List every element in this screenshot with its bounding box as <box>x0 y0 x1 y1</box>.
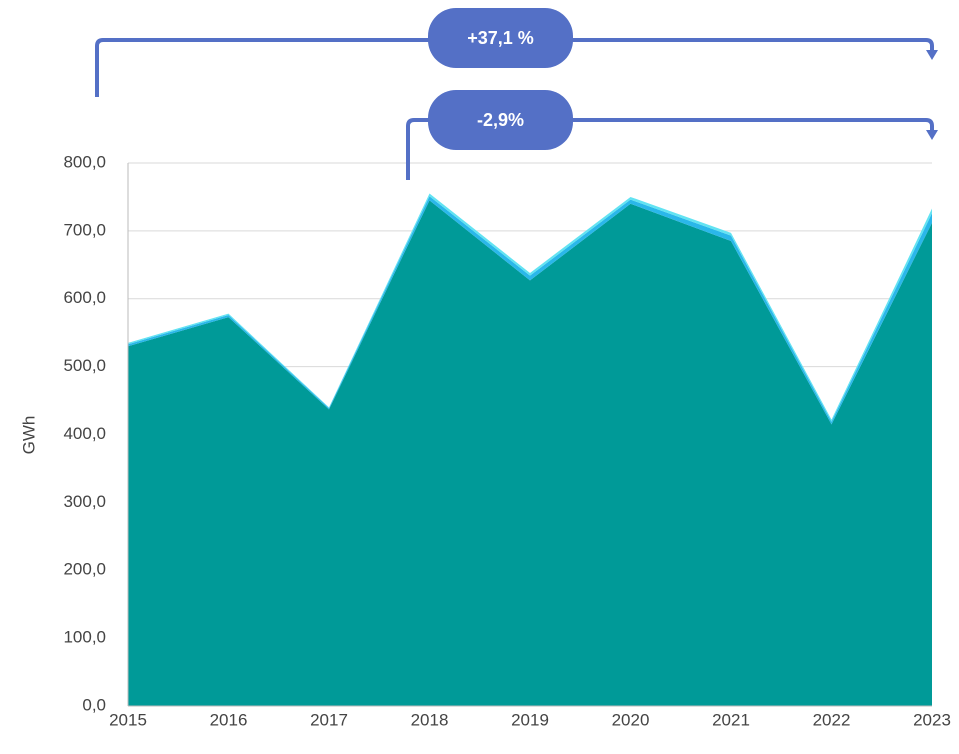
annotation-label: -2,9% <box>476 110 525 130</box>
annotation-bracket <box>406 118 934 180</box>
x-tick-label: 2021 <box>712 710 750 729</box>
y-tick-label: 0,0 <box>82 695 106 714</box>
areas <box>128 193 932 707</box>
annotation-label-box: +37,1 % <box>467 28 534 48</box>
area <box>128 196 932 425</box>
y-axis-label: GWh <box>19 416 38 455</box>
x-tick-label: 2019 <box>511 710 549 729</box>
annotation-label: +37,1 % <box>467 28 534 48</box>
annotation-box <box>428 90 573 150</box>
y-tick-label: 200,0 <box>63 560 106 579</box>
area <box>128 200 932 707</box>
x-tick-label: 2022 <box>813 710 851 729</box>
y-tick-label: 800,0 <box>63 152 106 171</box>
x-tick-label: 2023 <box>913 710 951 729</box>
annotation-label-box: -2,9% <box>476 110 525 130</box>
annotation-arrow <box>926 50 938 60</box>
x-tick-label: 2020 <box>612 710 650 729</box>
y-tick-label: 700,0 <box>63 220 106 239</box>
x-tick-label: 2015 <box>109 710 147 729</box>
x-tick-label: 2016 <box>210 710 248 729</box>
y-tick-label: 300,0 <box>63 492 106 511</box>
x-tick-label: 2018 <box>411 710 449 729</box>
annotation-box <box>428 8 573 68</box>
x-tick-label: 2017 <box>310 710 348 729</box>
y-tick-label: 400,0 <box>63 424 106 443</box>
y-tick-label: 500,0 <box>63 356 106 375</box>
y-tick-label: 600,0 <box>63 288 106 307</box>
y-tick-label: 100,0 <box>63 628 106 647</box>
annotation-arrow <box>926 130 938 140</box>
